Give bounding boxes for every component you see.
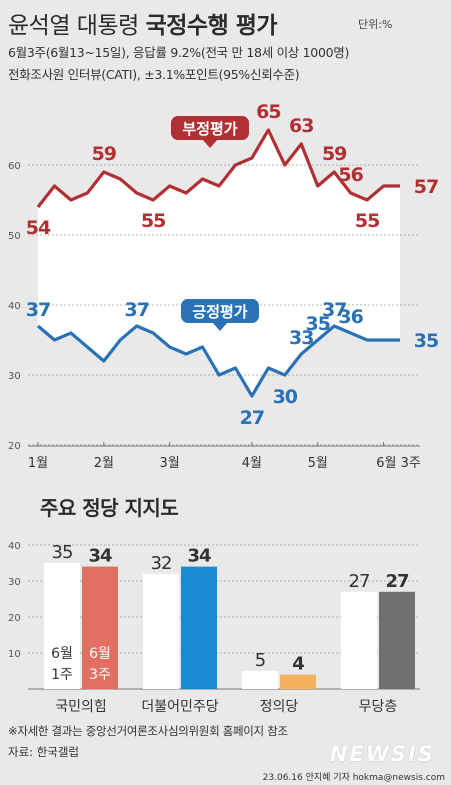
survey-info-line-1: 6월3주(6월13~15일), 응답률 9.2%(전국 만 18세 이상 100…: [8, 45, 350, 60]
data-label: 63: [289, 115, 313, 137]
data-label: 55: [141, 210, 165, 232]
data-label: 36: [338, 306, 363, 328]
negative-tag-box: [171, 116, 249, 140]
category-label: 더불어민주당: [141, 699, 218, 715]
y-tick-label: 30: [8, 371, 21, 382]
positive-line: [36, 324, 400, 398]
negative-line: [36, 128, 400, 208]
bar-6wk3: [181, 566, 217, 689]
data-label: 55: [355, 210, 379, 232]
data-label: 37: [322, 299, 346, 321]
y-tick-label: 40: [8, 541, 21, 552]
data-label: 33: [289, 327, 313, 349]
negative-series-name: 부정평가: [182, 120, 237, 138]
positive-series-name: 긍정평가: [192, 303, 247, 321]
data-label: 59: [92, 143, 116, 165]
data-label: 30: [273, 386, 298, 408]
bar-6wk3: [379, 591, 415, 689]
bar-value-label: 27: [385, 571, 409, 592]
bar-value-label: 35: [52, 542, 73, 563]
x-tick-label: 1월: [28, 456, 48, 471]
tag-pointer: [212, 322, 228, 331]
bar-value-label: 32: [151, 553, 172, 574]
x-tick-label: 4월: [242, 456, 262, 471]
x-tick-label: 5월: [308, 456, 328, 471]
credit-line: 23.06.16 안지혜 기자 hokma@newsis.com: [262, 773, 445, 783]
bar-value-label: 34: [187, 546, 211, 567]
bar-6wk3: [82, 566, 118, 689]
bar-chart-title: 주요 정당 지지도: [40, 496, 179, 520]
data-label: 35: [414, 330, 438, 352]
series-legend-line-2: 3주: [89, 667, 111, 683]
data-label: 37: [125, 299, 149, 321]
series-legend-line-2: 1주: [51, 667, 73, 683]
footnote: ※자세한 결과는 중앙선거여론조사심의위원회 홈페이지 참조: [8, 724, 288, 738]
bar-6wk3: [280, 674, 316, 689]
x-tick-label: 2월: [94, 456, 114, 471]
data-label: 54: [26, 217, 51, 239]
data-label: 57: [414, 176, 438, 198]
data-label: 37: [26, 299, 50, 321]
title-part-1: 윤석열 대통령: [8, 13, 146, 39]
category-label: 정의당: [260, 699, 299, 715]
bar-6wk1: [44, 563, 80, 689]
bar-6wk1: [341, 591, 377, 689]
category-label: 무당층: [359, 699, 398, 715]
y-tick-label: 40: [8, 301, 21, 312]
unit-label: 단위:%: [358, 18, 393, 31]
y-tick-label: 20: [8, 613, 21, 624]
y-tick-label: 60: [8, 161, 21, 172]
data-label: 59: [322, 143, 346, 165]
y-tick-label: 20: [8, 441, 21, 452]
bar-value-label: 5: [255, 650, 265, 671]
y-tick-label: 10: [8, 649, 21, 660]
category-label: 국민의힘: [55, 699, 107, 715]
positive-tag-box: [181, 299, 259, 323]
title-part-2: 국정수행 평가: [145, 13, 278, 39]
bar-value-label: 34: [88, 546, 112, 567]
gap-band: [38, 130, 400, 396]
survey-info-line-2: 전화조사원 인터뷰(CATI), ±3.1%포인트(95%신뢰수준): [8, 67, 300, 82]
series-legend-line-1: 6월: [89, 646, 111, 662]
data-label: 27: [240, 407, 264, 429]
x-tick-label: 3월: [160, 456, 180, 471]
newsis-logo: NEWSIS: [329, 742, 435, 766]
chart-title: 윤석열 대통령 국정수행 평가: [8, 6, 278, 40]
series-legend-line-1: 6월: [51, 646, 73, 662]
data-label: 35: [306, 313, 330, 335]
y-tick-label: 30: [8, 577, 21, 588]
source-label: 자료: 한국갤럽: [8, 745, 80, 759]
bar-value-label: 27: [349, 571, 370, 592]
tag-pointer: [202, 139, 218, 148]
data-label: 65: [256, 101, 280, 123]
bar-value-label: 4: [292, 654, 304, 675]
bar-6wk1: [143, 573, 179, 689]
x-tick-label: 6월 3주: [376, 456, 421, 471]
bar-6wk1: [242, 671, 278, 689]
y-tick-label: 50: [8, 231, 21, 242]
data-label: 56: [338, 164, 363, 186]
